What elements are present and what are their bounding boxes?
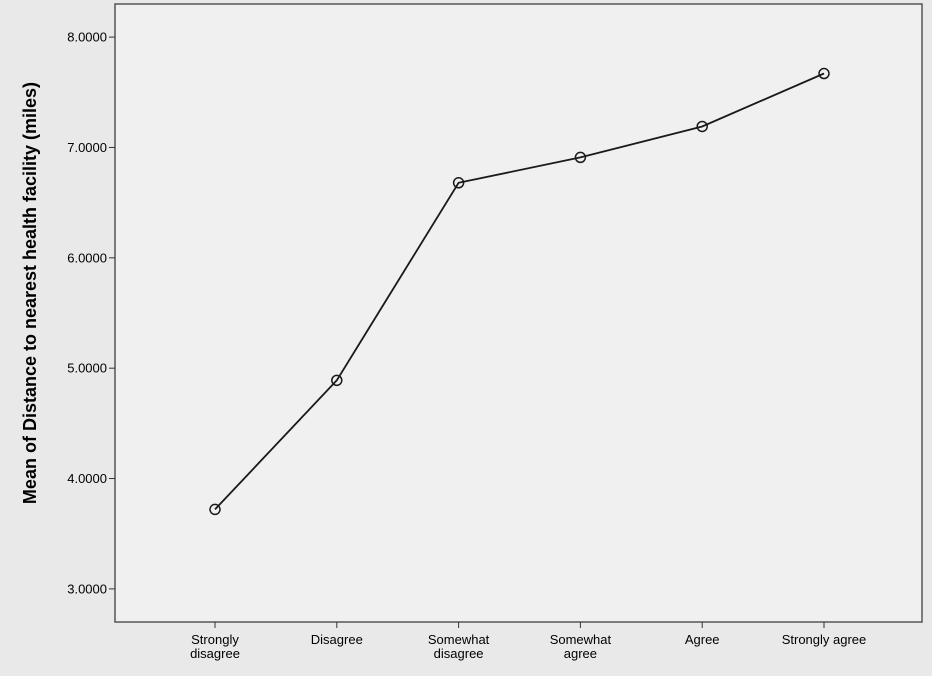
x-tick-label: Somewhat disagree: [428, 632, 490, 661]
data-point: [452, 177, 465, 189]
x-tick-label: Strongly agree: [782, 632, 867, 647]
y-tick-label: 4.0000: [67, 471, 107, 486]
y-tick-label: 8.0000: [67, 30, 107, 45]
data-point: [209, 503, 221, 516]
x-tick-label: Disagree: [311, 632, 363, 647]
y-axis-title: Mean of Distance to nearest health facil…: [20, 82, 40, 504]
x-tick-label: Somewhat agree: [550, 632, 612, 661]
data-point: [574, 151, 587, 164]
data-markers: [209, 67, 830, 516]
plot-area: [114, 3, 923, 623]
series-line: [214, 72, 825, 511]
y-tick-label: 7.0000: [67, 140, 107, 155]
data-point: [331, 374, 343, 387]
x-tick-label: Strongly disagree: [190, 632, 240, 661]
y-axis: 3.0000 4.0000 5.0000 6.0000 7.0000 8.0000: [67, 30, 115, 596]
data-point: [696, 120, 708, 133]
y-tick-label: 6.0000: [67, 250, 107, 265]
data-point: [818, 67, 830, 80]
y-tick-label: 3.0000: [67, 581, 107, 596]
x-axis: Strongly disagree Disagree Somewhat disagree…: [190, 622, 866, 661]
y-tick-label: 5.0000: [67, 361, 107, 376]
x-tick-label: Agree: [685, 632, 720, 647]
